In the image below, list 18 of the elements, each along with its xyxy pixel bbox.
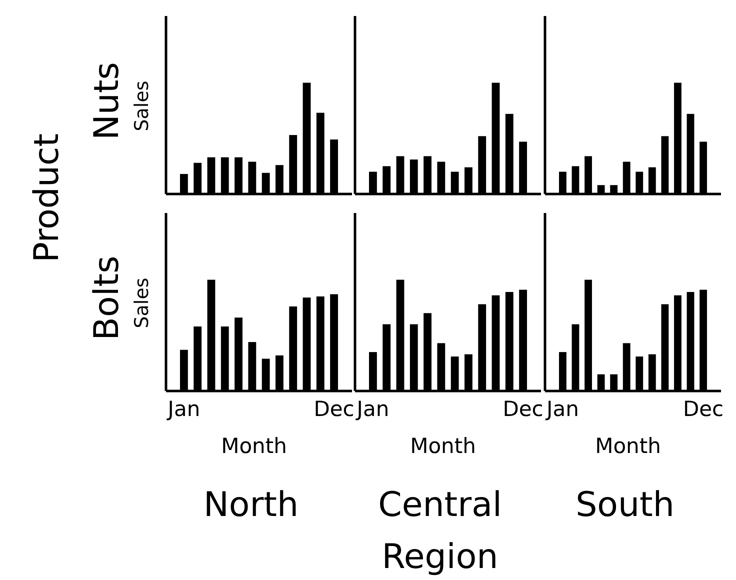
text: South [576,485,674,525]
x-tick-label: Dec [314,397,354,421]
text: Region [382,537,498,577]
text: Nuts [87,62,127,140]
y-axis-title: Sales [131,80,153,132]
x-tick-label: Jan [544,397,579,421]
x-axis-title: Month [410,434,476,458]
text: Product [27,133,67,263]
x-axis-title: Month [595,434,661,458]
x-axis-title: Month [221,434,287,458]
x-tick-label: Jan [354,397,390,421]
x-tick-label: Dec [682,397,724,421]
x-tick-label: Jan [166,397,200,421]
text: North [203,485,299,525]
x-tick-label: Dec [502,397,544,421]
y-axis-title: Sales [131,278,153,328]
text: Central [378,485,502,525]
text: Bolts [87,256,127,340]
